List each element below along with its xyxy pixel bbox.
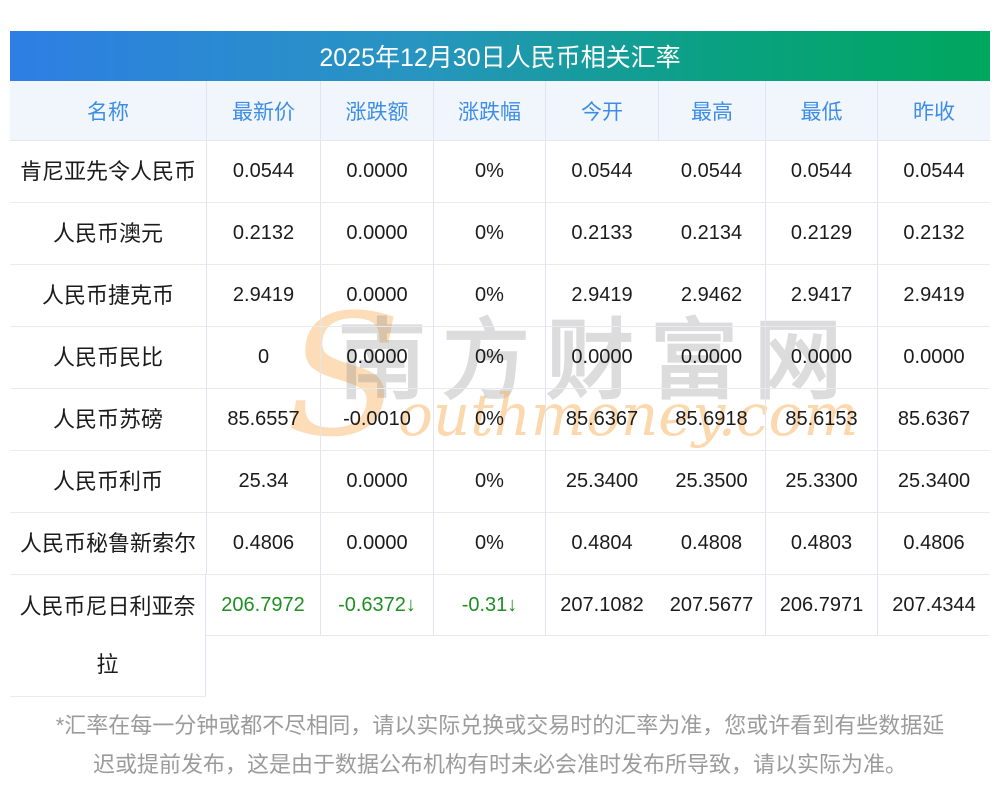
- cell-value: 0.0000: [680, 346, 743, 368]
- table-row: 人民币澳元 0.2132 0.0000 0% 0.2133 0.2134 0.2129 0.2…: [10, 203, 990, 265]
- cell-value: 85.6367: [877, 389, 990, 450]
- cell-value: 0.0000: [877, 327, 990, 388]
- cell-value: 0.0000: [320, 203, 433, 264]
- cell-value: 0.4808: [680, 532, 743, 554]
- cell-value: 0.2129: [765, 203, 877, 264]
- cell-value: 0.0544: [680, 160, 743, 182]
- cell-value: 207.4344: [877, 575, 990, 636]
- cell-value: 25.3400: [545, 451, 658, 512]
- cell-currency-name: 人民币捷克币: [41, 282, 174, 308]
- cell-value: 0.0544: [877, 141, 990, 202]
- table-row: 人民币利币 25.34 0.0000 0% 25.3400 25.3500 25.3300 2…: [10, 451, 990, 513]
- cell-value: -0.31↓: [433, 575, 545, 636]
- cell-value: 0.0000: [320, 141, 433, 202]
- column-header-open: 今开: [545, 81, 658, 140]
- exchange-rate-table: 2025年12月30日人民币相关汇率 名称 最新价 涨跌额 涨跌幅 今开 最高 …: [10, 31, 990, 697]
- cell-currency-name: 人民币利币: [52, 468, 163, 494]
- cell-value: 0.2132: [877, 203, 990, 264]
- cell-value: 85.6367: [545, 389, 658, 450]
- disclaimer-line-1: *汇率在每一分钟或都不尽相同，请以实际兑换或交易时的汇率为准，您或许看到有些数据…: [55, 713, 945, 738]
- cell-value: -0.0010: [320, 389, 433, 450]
- cell-currency-name: 人民币苏磅: [52, 406, 163, 432]
- cell-value: 0.4806: [206, 513, 320, 574]
- cell-value: 0.2133: [545, 203, 658, 264]
- cell-value: 0.4806: [877, 513, 990, 574]
- cell-value: 0%: [433, 513, 545, 574]
- cell-value: 0%: [433, 327, 545, 388]
- cell-value: 2.9419: [877, 265, 990, 326]
- cell-value: 2.9462: [680, 284, 743, 306]
- column-header-low: 最低: [765, 81, 877, 140]
- cell-value: 207.1082: [545, 575, 658, 636]
- cell-value: 0.0000: [320, 327, 433, 388]
- column-header-change-pct: 涨跌幅: [433, 81, 545, 140]
- cell-value: 0.0000: [320, 265, 433, 326]
- column-header-name: 名称: [87, 100, 129, 124]
- table-row: 人民币苏磅 85.6557 -0.0010 0% 85.6367 85.6918 85.61…: [10, 389, 990, 451]
- cell-value: 0%: [433, 203, 545, 264]
- table-row: 人民币捷克币 2.9419 0.0000 0% 2.9419 2.9462 2.9417 2.…: [10, 265, 990, 327]
- disclaimer-note: *汇率在每一分钟或都不尽相同，请以实际兑换或交易时的汇率为准，您或许看到有些数据…: [0, 706, 1000, 784]
- cell-value: 0.0000: [765, 327, 877, 388]
- cell-value: 0.4803: [765, 513, 877, 574]
- cell-value: 0.0544: [765, 141, 877, 202]
- cell-value: 0%: [433, 141, 545, 202]
- cell-value: 0.4804: [545, 513, 658, 574]
- table-row: 人民币民比 0 0.0000 0% 0.0000 0.0000 0.0000 0.0000: [10, 327, 990, 389]
- cell-currency-name: 人民币秘鲁新索尔: [19, 530, 196, 556]
- cell-value: 0.0544: [206, 141, 320, 202]
- table-header-row: 名称 最新价 涨跌额 涨跌幅 今开 最高 最低 昨收: [10, 81, 990, 141]
- cell-currency-name: 人民币尼日利亚奈拉: [10, 575, 206, 697]
- cell-value: 206.7971: [765, 575, 877, 636]
- cell-value: 206.7972: [206, 575, 320, 636]
- cell-value: 25.3400: [877, 451, 990, 512]
- cell-value: 25.3500: [675, 470, 748, 492]
- table-row: 肯尼亚先令人民币 0.0544 0.0000 0% 0.0544 0.0544 0.0544…: [10, 141, 990, 203]
- cell-value: 0.0544: [545, 141, 658, 202]
- table-row: 人民币秘鲁新索尔 0.4806 0.0000 0% 0.4804 0.4808 0.4803…: [10, 513, 990, 575]
- cell-value: 25.3300: [765, 451, 877, 512]
- cell-value: 85.6918: [675, 408, 748, 430]
- column-header-latest: 最新价: [206, 81, 320, 140]
- cell-value: 207.5677: [658, 575, 765, 636]
- cell-value: 2.9417: [765, 265, 877, 326]
- cell-value: 0%: [433, 389, 545, 450]
- column-header-prev-close: 昨收: [877, 81, 990, 140]
- cell-value: 2.9419: [545, 265, 658, 326]
- cell-value: -0.6372↓: [320, 575, 433, 636]
- cell-currency-name: 人民币民比: [52, 344, 163, 370]
- column-header-change: 涨跌额: [320, 81, 433, 140]
- cell-currency-name: 人民币澳元: [52, 220, 163, 246]
- cell-value: 85.6557: [206, 389, 320, 450]
- cell-value: 2.9419: [206, 265, 320, 326]
- cell-value: 0.0000: [545, 327, 658, 388]
- cell-value: 0.0000: [320, 451, 433, 512]
- cell-value: 0.2132: [206, 203, 320, 264]
- table-title: 2025年12月30日人民币相关汇率: [10, 31, 990, 81]
- cell-value: 25.34: [206, 451, 320, 512]
- table-body: 肯尼亚先令人民币 0.0544 0.0000 0% 0.0544 0.0544 0.0544…: [10, 141, 990, 697]
- cell-value: 0%: [433, 265, 545, 326]
- column-header-high: 最高: [658, 81, 765, 140]
- cell-value: 0.0000: [320, 513, 433, 574]
- cell-value: 0.2134: [680, 222, 743, 244]
- table-row: 人民币尼日利亚奈拉 206.7972 -0.6372↓ -0.31↓ 207.1082 2…: [10, 575, 990, 697]
- cell-currency-name: 肯尼亚先令人民币: [19, 158, 196, 184]
- cell-value: 0: [206, 327, 320, 388]
- disclaimer-line-2: 迟或提前发布，这是由于数据公布机构有时未必会准时发布所导致，请以实际为准。: [92, 752, 907, 777]
- cell-value: 0%: [433, 451, 545, 512]
- cell-value: 85.6153: [765, 389, 877, 450]
